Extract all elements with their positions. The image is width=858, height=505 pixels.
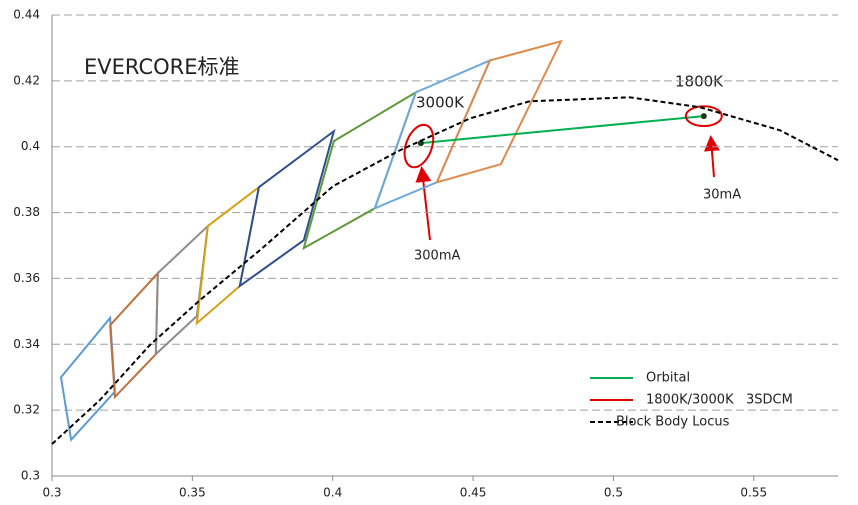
- x-tick-label: 0.5: [604, 486, 623, 500]
- x-tick-label: 0.4: [323, 486, 342, 500]
- bin: [195, 184, 261, 326]
- arrow: [703, 135, 720, 178]
- arrow: [415, 166, 432, 241]
- annotation: 300mA: [414, 249, 460, 264]
- legend-label: Orbital: [646, 371, 690, 386]
- y-tick-label: 0.32: [13, 403, 40, 417]
- y-tick-label: 0.34: [13, 337, 40, 351]
- x-tick-label: 0.45: [460, 486, 487, 500]
- y-tick-label: 0.36: [13, 271, 40, 285]
- point: [700, 113, 707, 120]
- x-tick-label: 0.35: [179, 486, 206, 500]
- series-line: [420, 115, 704, 145]
- legend-label: Block Body Locus: [616, 415, 730, 430]
- y-tick-label: 0.42: [13, 73, 40, 87]
- tolerance-ellipse: [684, 105, 723, 127]
- chart-title: EVERCORE标准: [84, 55, 240, 79]
- annotation: 3000K: [416, 94, 465, 112]
- bin: [302, 90, 418, 251]
- y-tick-label: 0.4: [21, 139, 40, 153]
- legend-label: 1800K/3000K 3SDCM: [646, 393, 793, 408]
- x-tick-label: 0.55: [740, 486, 767, 500]
- bin: [59, 315, 116, 442]
- annotation: 30mA: [703, 188, 741, 203]
- y-tick-label: 0.3: [21, 469, 40, 483]
- tolerance-ellipse: [403, 123, 435, 169]
- point: [417, 140, 424, 147]
- bin: [435, 39, 563, 184]
- y-tick-label: 0.44: [13, 8, 40, 22]
- bin: [238, 128, 336, 289]
- y-tick-label: 0.38: [13, 205, 40, 219]
- annotation: 1800K: [675, 73, 724, 91]
- bin: [109, 270, 159, 400]
- x-tick-label: 0.3: [42, 486, 61, 500]
- series-line: [51, 96, 839, 445]
